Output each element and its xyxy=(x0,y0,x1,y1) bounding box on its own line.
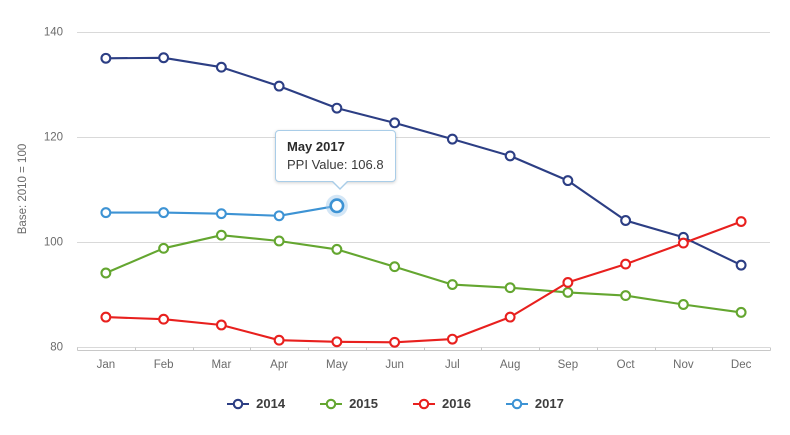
legend-marker-2015 xyxy=(320,398,343,409)
data-point-2014-Apr[interactable] xyxy=(273,80,285,92)
legend-item-2016[interactable]: 2016 xyxy=(412,396,471,411)
legend-label-2016: 2016 xyxy=(442,396,471,411)
legend-item-2017[interactable]: 2017 xyxy=(505,396,564,411)
data-point-2015-Oct[interactable] xyxy=(620,290,632,302)
data-point-2015-Aug[interactable] xyxy=(504,282,516,294)
tooltip-value: PPI Value: 106.8 xyxy=(287,157,384,173)
legend-item-2014[interactable]: 2014 xyxy=(226,396,285,411)
data-point-2017-Feb[interactable] xyxy=(158,207,170,219)
x-axis-label-may: May xyxy=(326,359,348,371)
data-point-2015-Jan[interactable] xyxy=(100,267,112,279)
data-point-2015-Mar[interactable] xyxy=(215,229,227,241)
x-axis-label-aug: Aug xyxy=(500,359,520,371)
x-axis-tick-marks xyxy=(77,347,771,351)
legend-marker-2017 xyxy=(505,398,528,409)
x-axis-label-jul: Jul xyxy=(445,359,460,371)
data-point-2016-Jun[interactable] xyxy=(389,336,401,348)
x-axis-label-jan: Jan xyxy=(97,359,116,371)
data-point-2016-Mar[interactable] xyxy=(215,319,227,331)
data-point-2014-Jul[interactable] xyxy=(446,133,458,145)
data-point-2015-Nov[interactable] xyxy=(677,299,689,310)
y-axis-label-140: 140 xyxy=(44,27,63,39)
x-axis-label-jun: Jun xyxy=(385,359,404,371)
data-point-2014-Jan[interactable] xyxy=(100,52,112,64)
legend-label-2017: 2017 xyxy=(534,396,564,411)
y-axis-title: Base: 2010 = 100 xyxy=(17,144,29,234)
x-axis-label-oct: Oct xyxy=(617,359,636,371)
data-point-2016-Apr[interactable] xyxy=(273,334,285,346)
data-point-2016-Feb[interactable] xyxy=(158,313,170,325)
legend-marker-2014 xyxy=(227,398,250,409)
data-point-2017-Jan[interactable] xyxy=(100,207,112,219)
y-axis-title-text: Base: 2010 = 100 xyxy=(17,144,29,234)
gridlines xyxy=(77,32,770,348)
data-point-2014-Aug[interactable] xyxy=(504,150,516,162)
data-point-2015-Sep[interactable] xyxy=(562,286,574,298)
data-point-2016-May[interactable] xyxy=(331,336,343,348)
data-point-2017-May[interactable] xyxy=(329,198,345,214)
x-axis-label-apr: Apr xyxy=(270,359,288,371)
data-point-2014-Sep[interactable] xyxy=(562,175,574,187)
data-series xyxy=(100,52,747,348)
legend-marker-2016 xyxy=(413,398,435,409)
x-axis-label-dec: Dec xyxy=(731,359,752,371)
data-point-2015-Feb[interactable] xyxy=(158,242,170,254)
data-point-2016-Jul[interactable] xyxy=(446,333,458,345)
data-point-2016-Nov[interactable] xyxy=(677,237,689,249)
data-point-2014-Oct[interactable] xyxy=(620,215,632,226)
data-point-2016-Jan[interactable] xyxy=(100,311,112,323)
y-axis-tick-labels: 80 100 120 140 xyxy=(44,27,63,354)
data-point-2015-Jun[interactable] xyxy=(389,261,401,273)
x-axis-tick-labels: Jan Feb Mar Apr May Jun Jul Aug Sep Oct Nov Dec xyxy=(97,359,752,371)
data-point-2014-Jun[interactable] xyxy=(389,117,401,129)
y-axis-label-80: 80 xyxy=(50,342,63,354)
series-line-2016 xyxy=(104,220,743,344)
data-point-2016-Sep[interactable] xyxy=(562,277,574,288)
data-point-2014-Mar[interactable] xyxy=(215,61,227,73)
tooltip-arrow-inner xyxy=(332,180,348,189)
series-line-2014 xyxy=(104,56,743,267)
y-axis-label-100: 100 xyxy=(44,237,63,249)
data-point-2015-Dec[interactable] xyxy=(735,306,747,318)
chart-legend: 2014 2015 2016 2017 xyxy=(0,396,790,411)
y-axis-label-120: 120 xyxy=(44,132,63,144)
legend-item-2015[interactable]: 2015 xyxy=(319,396,378,411)
x-axis-label-mar: Mar xyxy=(211,359,231,371)
x-axis-label-sep: Sep xyxy=(558,359,578,371)
data-point-2016-Aug[interactable] xyxy=(504,311,516,323)
data-point-2017-Mar[interactable] xyxy=(215,208,227,220)
x-axis-label-nov: Nov xyxy=(673,359,694,371)
series-line-2015 xyxy=(104,234,743,314)
legend-label-2014: 2014 xyxy=(256,396,286,411)
data-point-2015-Jul[interactable] xyxy=(446,279,458,290)
data-point-2017-Apr[interactable] xyxy=(273,210,285,222)
tooltip-title: May 2017 xyxy=(287,139,345,154)
x-axis-label-feb: Feb xyxy=(154,359,174,371)
data-point-2016-Oct[interactable] xyxy=(620,258,632,270)
data-point-2014-May[interactable] xyxy=(331,102,343,114)
data-point-2014-Dec[interactable] xyxy=(735,259,747,271)
data-point-2016-Dec[interactable] xyxy=(735,216,747,228)
data-point-tooltip: May 2017 PPI Value: 106.8 xyxy=(275,130,396,191)
data-point-2015-May[interactable] xyxy=(331,243,343,255)
data-point-2015-Apr[interactable] xyxy=(273,235,285,247)
legend-label-2015: 2015 xyxy=(349,396,378,411)
data-point-2014-Feb[interactable] xyxy=(158,52,170,64)
